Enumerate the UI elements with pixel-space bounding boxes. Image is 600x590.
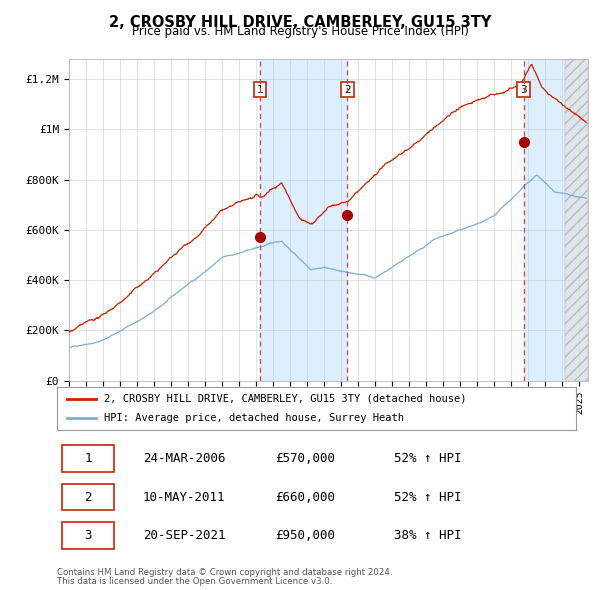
- Bar: [565, 59, 588, 381]
- Text: £950,000: £950,000: [275, 529, 335, 542]
- Text: 2: 2: [85, 490, 92, 504]
- FancyBboxPatch shape: [62, 445, 114, 471]
- Text: 52% ↑ HPI: 52% ↑ HPI: [394, 490, 462, 504]
- Text: 2, CROSBY HILL DRIVE, CAMBERLEY, GU15 3TY: 2, CROSBY HILL DRIVE, CAMBERLEY, GU15 3T…: [109, 15, 491, 30]
- Text: 52% ↑ HPI: 52% ↑ HPI: [394, 452, 462, 465]
- Text: 24-MAR-2006: 24-MAR-2006: [143, 452, 225, 465]
- Text: 1: 1: [257, 84, 263, 94]
- Text: 1: 1: [85, 452, 92, 465]
- Text: £660,000: £660,000: [275, 490, 335, 504]
- Text: Contains HM Land Registry data © Crown copyright and database right 2024.: Contains HM Land Registry data © Crown c…: [57, 568, 392, 576]
- Bar: [524, 59, 588, 381]
- Text: Price paid vs. HM Land Registry's House Price Index (HPI): Price paid vs. HM Land Registry's House …: [131, 25, 469, 38]
- Text: HPI: Average price, detached house, Surrey Heath: HPI: Average price, detached house, Surr…: [104, 413, 404, 423]
- FancyBboxPatch shape: [62, 484, 114, 510]
- Text: 2: 2: [344, 84, 351, 94]
- Text: 10-MAY-2011: 10-MAY-2011: [143, 490, 225, 504]
- Bar: [260, 59, 347, 381]
- Text: This data is licensed under the Open Government Licence v3.0.: This data is licensed under the Open Gov…: [57, 577, 332, 586]
- Text: 3: 3: [520, 84, 527, 94]
- Text: 2, CROSBY HILL DRIVE, CAMBERLEY, GU15 3TY (detached house): 2, CROSBY HILL DRIVE, CAMBERLEY, GU15 3T…: [104, 394, 466, 404]
- Text: 38% ↑ HPI: 38% ↑ HPI: [394, 529, 462, 542]
- Text: 20-SEP-2021: 20-SEP-2021: [143, 529, 225, 542]
- Bar: [565, 59, 588, 381]
- Text: £570,000: £570,000: [275, 452, 335, 465]
- Text: 3: 3: [85, 529, 92, 542]
- FancyBboxPatch shape: [62, 523, 114, 549]
